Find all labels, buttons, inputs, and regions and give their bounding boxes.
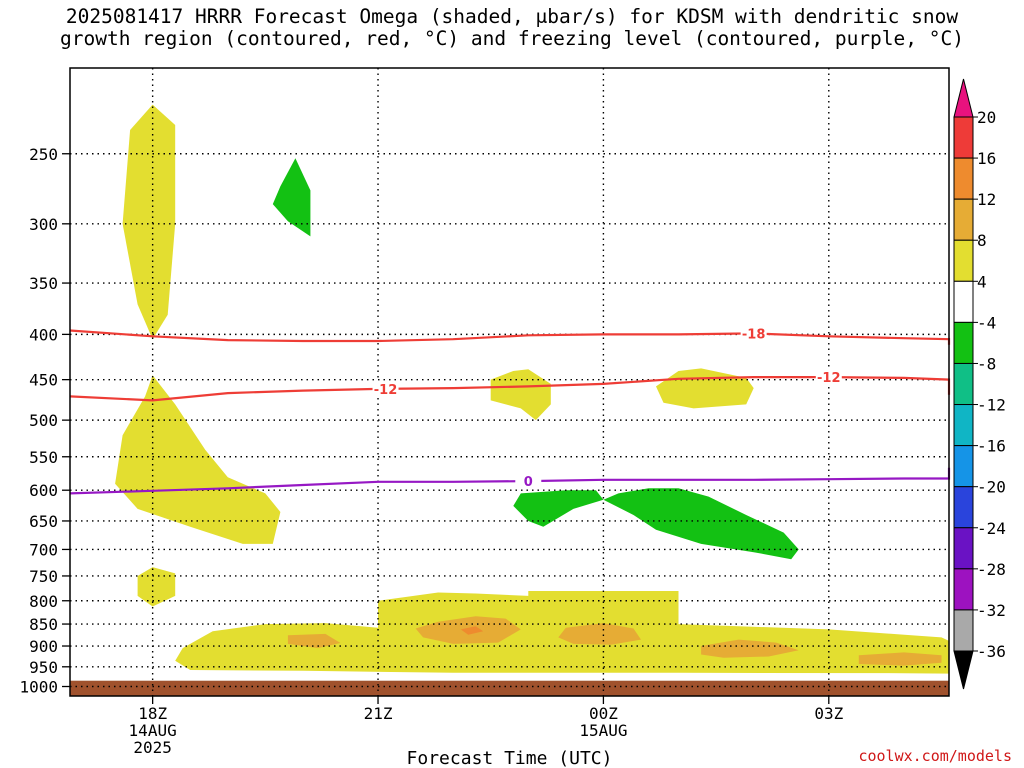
- contour-label: -18: [742, 327, 766, 342]
- chart-title: 2025081417 HRRR Forecast Omega (shaded, …: [0, 6, 1024, 50]
- colorbar-segment: [953, 486, 974, 529]
- y-tick-label: 350: [29, 274, 58, 293]
- x-tick-label: 03Z: [814, 704, 843, 723]
- website-credit: coolwx.com/models: [858, 747, 1012, 765]
- terrain-below-surface: [70, 680, 949, 696]
- omega-region-sinking-8: [603, 488, 799, 560]
- colorbar-segment: [953, 157, 974, 200]
- x-tick-label: 21Z: [364, 704, 393, 723]
- colorbar-segment: [953, 445, 974, 488]
- colorbar-segment: [953, 198, 974, 241]
- ground-layer: [70, 680, 949, 696]
- omega-region-rising-3: [115, 375, 281, 544]
- x-tick-label: 2025: [133, 738, 172, 757]
- omega-region-sinking-1: [272, 158, 311, 237]
- contour-label: -12: [817, 371, 841, 386]
- colorbar-tick-label: 8: [977, 231, 987, 250]
- omega-region-rising-9: [137, 567, 176, 607]
- colorbar-tick-label: 20: [977, 108, 996, 127]
- chart-title-line2: growth region (contoured, red, °C) and f…: [60, 27, 964, 50]
- y-tick-label: 300: [29, 215, 58, 234]
- contour-label: -12: [374, 383, 398, 398]
- x-tick-label: 14AUG: [129, 721, 177, 740]
- colorbar-segment: [953, 404, 974, 447]
- colorbar-segment: [953, 116, 974, 159]
- y-tick-label: 400: [29, 325, 58, 344]
- omega-region-rising-10: [175, 591, 949, 674]
- y-tick-label: 950: [29, 658, 58, 677]
- colorbar-tick-label: -36: [977, 642, 1006, 661]
- y-tick-label: 550: [29, 448, 58, 467]
- colorbar-tick-label: -8: [977, 354, 996, 373]
- omega-region-sinking-7: [513, 490, 604, 527]
- y-tick-label: 250: [29, 145, 58, 164]
- contour-label: 0: [524, 475, 533, 490]
- x-tick-label: 15AUG: [579, 721, 627, 740]
- colorbar-bottom-arrow: [953, 650, 974, 690]
- x-axis-label: Forecast Time (UTC): [407, 748, 613, 768]
- y-tick-label: 450: [29, 371, 58, 390]
- y-tick-label: 1000: [19, 678, 58, 697]
- colorbar-tick-label: 4: [977, 272, 987, 291]
- y-tick-label: 750: [29, 567, 58, 586]
- plot-frame: [69, 67, 950, 697]
- colorbar-segment: [953, 280, 974, 323]
- colorbar-top-arrow: [953, 78, 974, 118]
- omega-region-rising-0: [122, 104, 176, 340]
- contour-label-bg: [815, 369, 842, 385]
- contour-label-bg: [515, 473, 542, 489]
- colorbar-segment: [953, 568, 974, 611]
- colorbar-segment: [953, 239, 974, 282]
- colorbar-segment: [953, 321, 974, 364]
- x-tick-label: 18Z: [138, 704, 167, 723]
- omega-shading-layer: [115, 104, 949, 674]
- colorbar-tick-label: 16: [977, 149, 996, 168]
- omega-region-rising-15: [701, 639, 799, 658]
- y-tick-label: 500: [29, 411, 58, 430]
- y-tick-label: 650: [29, 512, 58, 531]
- colorbar-tick-label: -28: [977, 560, 1006, 579]
- colorbar-segment: [953, 362, 974, 406]
- colorbar-tick-label: -12: [977, 396, 1006, 415]
- colorbar-tick-label: -4: [977, 313, 996, 332]
- contour-label-bg: [740, 325, 767, 341]
- colorbar-segment: [953, 609, 974, 652]
- contour-dendritic-growth--18-0: [69, 329, 951, 345]
- omega-region-rising-5: [656, 368, 754, 409]
- y-tick-label: 600: [29, 481, 58, 500]
- y-tick-label: 900: [29, 637, 58, 656]
- chart-title-line1: 2025081417 HRRR Forecast Omega (shaded, …: [65, 5, 959, 28]
- colorbar-tick-label: -24: [977, 519, 1006, 538]
- x-tick-label: 00Z: [589, 704, 618, 723]
- omega-region-rising-14: [558, 623, 641, 645]
- y-tick-label: 700: [29, 540, 58, 559]
- y-tick-label: 800: [29, 592, 58, 611]
- axis-layer: 250 300 350 400 450 500 550 600 650 700 750 800 850 9…: [19, 145, 843, 768]
- colorbar-tick-label: -20: [977, 478, 1006, 497]
- y-tick-label: 850: [29, 615, 58, 634]
- colorbar-tick-label: 12: [977, 190, 996, 209]
- colorbar-segment: [953, 527, 974, 570]
- colorbar-tick-label: -16: [977, 437, 1006, 456]
- omega-region-rising-16: [858, 652, 942, 666]
- colorbar-tick-label: -32: [977, 601, 1006, 620]
- omega-region-rising-11: [287, 633, 341, 649]
- omega-region-rising-4: [490, 369, 551, 421]
- omega-region-rising-13: [460, 626, 484, 635]
- contour-label-bg: [372, 380, 399, 396]
- colorbar: 20 16 12 8 4 -4 -8 -12 -16 -20 -24 -28 -32 -36: [953, 78, 1006, 690]
